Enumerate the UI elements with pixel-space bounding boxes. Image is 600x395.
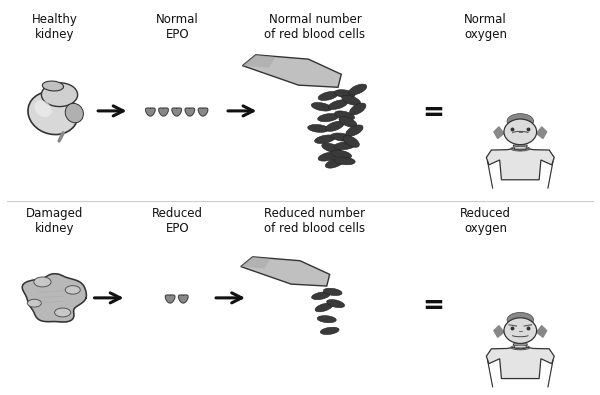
Ellipse shape [28, 299, 41, 307]
Polygon shape [536, 325, 547, 337]
Ellipse shape [346, 125, 363, 136]
Text: Normal
oxygen: Normal oxygen [464, 13, 507, 41]
Polygon shape [159, 108, 169, 116]
Ellipse shape [317, 113, 338, 122]
Polygon shape [494, 325, 504, 337]
Ellipse shape [335, 111, 355, 120]
Polygon shape [166, 295, 175, 303]
Ellipse shape [55, 308, 71, 317]
Polygon shape [513, 344, 527, 348]
Ellipse shape [34, 100, 52, 117]
Polygon shape [242, 55, 275, 68]
Ellipse shape [339, 117, 357, 127]
Ellipse shape [326, 299, 344, 308]
Ellipse shape [28, 92, 78, 135]
Ellipse shape [318, 152, 338, 161]
Ellipse shape [65, 103, 83, 123]
Ellipse shape [320, 327, 339, 335]
Ellipse shape [317, 316, 336, 323]
Ellipse shape [504, 318, 536, 343]
Ellipse shape [43, 81, 64, 91]
FancyArrowPatch shape [59, 133, 63, 141]
Polygon shape [536, 127, 547, 139]
Ellipse shape [331, 133, 352, 141]
Polygon shape [185, 108, 194, 116]
Ellipse shape [322, 143, 341, 153]
Polygon shape [146, 108, 155, 116]
Text: Damaged
kidney: Damaged kidney [26, 207, 83, 235]
Text: =: = [422, 100, 444, 126]
Ellipse shape [311, 102, 332, 111]
Ellipse shape [325, 121, 344, 132]
Text: Healthy
kidney: Healthy kidney [32, 13, 77, 41]
Ellipse shape [334, 142, 355, 150]
Ellipse shape [349, 84, 367, 95]
Ellipse shape [334, 157, 355, 165]
Text: Reduced
oxygen: Reduced oxygen [460, 207, 511, 235]
Ellipse shape [318, 91, 338, 100]
Ellipse shape [507, 312, 533, 327]
Ellipse shape [323, 288, 342, 295]
Polygon shape [178, 295, 188, 303]
Text: Normal
EPO: Normal EPO [156, 13, 199, 41]
Text: Normal number
of red blood cells: Normal number of red blood cells [265, 13, 365, 41]
Ellipse shape [507, 114, 533, 128]
Ellipse shape [314, 135, 335, 143]
Text: Reduced number
of red blood cells: Reduced number of red blood cells [265, 207, 365, 235]
Polygon shape [241, 257, 271, 269]
Text: =: = [422, 293, 444, 319]
Ellipse shape [504, 119, 536, 145]
Ellipse shape [34, 277, 51, 287]
Ellipse shape [308, 124, 329, 132]
Ellipse shape [328, 100, 348, 109]
Ellipse shape [311, 292, 330, 300]
Ellipse shape [325, 158, 344, 168]
Ellipse shape [41, 83, 77, 107]
Ellipse shape [65, 286, 80, 294]
Polygon shape [22, 274, 86, 322]
Text: Reduced
EPO: Reduced EPO [152, 207, 203, 235]
Ellipse shape [350, 103, 366, 115]
Polygon shape [494, 127, 504, 139]
Ellipse shape [315, 303, 332, 312]
Polygon shape [198, 108, 208, 116]
Ellipse shape [334, 90, 355, 98]
Ellipse shape [331, 150, 352, 159]
Ellipse shape [343, 135, 359, 147]
Polygon shape [487, 149, 554, 180]
Polygon shape [487, 348, 554, 378]
Polygon shape [241, 257, 329, 286]
Polygon shape [172, 108, 181, 116]
Ellipse shape [342, 95, 361, 105]
Polygon shape [242, 55, 341, 87]
Polygon shape [513, 145, 527, 149]
